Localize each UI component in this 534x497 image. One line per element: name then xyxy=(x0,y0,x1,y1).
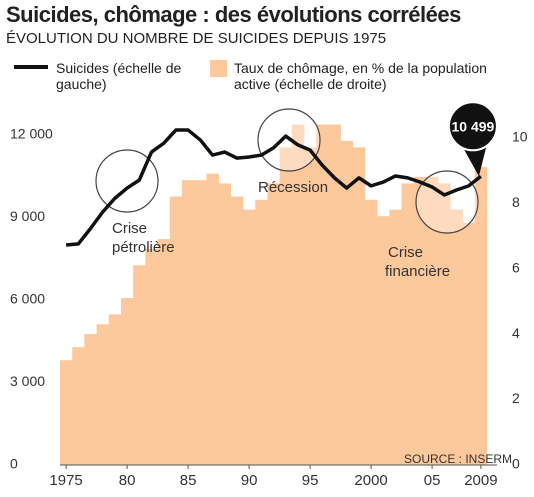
y2-tick-label: 4 xyxy=(512,325,520,341)
annotation: Crise xyxy=(388,244,423,261)
y2-tick-label: 10 xyxy=(512,128,528,144)
bar xyxy=(474,167,488,466)
bar xyxy=(182,180,195,465)
y2-tick-label: 0 xyxy=(512,456,520,472)
annotation: pétrolière xyxy=(112,239,175,256)
legend-swatch xyxy=(210,60,227,77)
bar xyxy=(328,124,341,466)
bar xyxy=(206,173,219,465)
bar xyxy=(157,239,171,465)
annotation: financière xyxy=(385,263,450,280)
bar xyxy=(438,183,451,465)
data-label: 10 499 xyxy=(451,118,494,134)
highlight-circle xyxy=(415,170,479,234)
line xyxy=(65,128,482,247)
x-tick-label: 80 xyxy=(119,472,136,489)
bar xyxy=(413,176,427,465)
y2-tick-label: 2 xyxy=(512,390,520,406)
source: SOURCE : INSERM xyxy=(404,452,512,466)
bar xyxy=(96,324,110,465)
bar xyxy=(267,183,280,465)
bar xyxy=(218,183,232,465)
x-tick-label: 2009 xyxy=(464,472,497,489)
bar xyxy=(108,314,122,465)
bar xyxy=(279,147,293,465)
y-tick-label: 0 xyxy=(10,456,18,472)
bar xyxy=(121,298,134,465)
x-tick-label: 2000 xyxy=(354,472,387,489)
bar xyxy=(450,209,463,465)
y-tick-label: 3 000 xyxy=(10,373,45,389)
x-tick-label: 90 xyxy=(241,472,258,489)
bar xyxy=(340,140,354,465)
bar xyxy=(389,209,402,465)
bar xyxy=(426,176,439,465)
annotation: Crise xyxy=(112,220,147,237)
bar xyxy=(304,147,317,465)
bar xyxy=(169,196,183,466)
bar xyxy=(194,180,207,465)
legend-label: Taux de chômage, en % de la population a… xyxy=(234,60,487,92)
bar xyxy=(230,196,244,466)
y-tick-label: 6 000 xyxy=(10,291,45,307)
x-tick-label: 1975 xyxy=(49,472,82,489)
bar xyxy=(462,222,476,465)
bar xyxy=(401,183,415,465)
chart-title: Suicides, chômage : des évolutions corré… xyxy=(6,2,461,27)
bar xyxy=(72,347,85,465)
x-tick-label: 05 xyxy=(424,472,441,489)
x-tick-label: 85 xyxy=(180,472,197,489)
y2-tick-label: 8 xyxy=(512,194,520,210)
annotation: Récession xyxy=(258,179,328,196)
bar xyxy=(133,265,146,465)
bar xyxy=(243,209,256,465)
bar xyxy=(145,248,158,465)
bar xyxy=(291,124,305,466)
x-tick-label: 95 xyxy=(302,472,319,489)
y-tick-label: 12 000 xyxy=(10,126,53,142)
y2-tick-label: 6 xyxy=(512,259,520,275)
legend-label: Suicides (échelle de gauche) xyxy=(56,60,182,92)
bar xyxy=(377,216,390,465)
highlight-circle xyxy=(95,149,159,213)
bar xyxy=(60,360,73,465)
bar xyxy=(352,147,366,465)
bar xyxy=(316,124,329,466)
bar xyxy=(255,199,268,466)
bar xyxy=(84,334,97,465)
callout xyxy=(447,101,498,152)
bar xyxy=(365,199,378,466)
chart-subtitle: ÉVOLUTION DU NOMBRE DE SUICIDES DEPUIS 1… xyxy=(6,30,387,47)
y-tick-label: 9 000 xyxy=(10,208,45,224)
